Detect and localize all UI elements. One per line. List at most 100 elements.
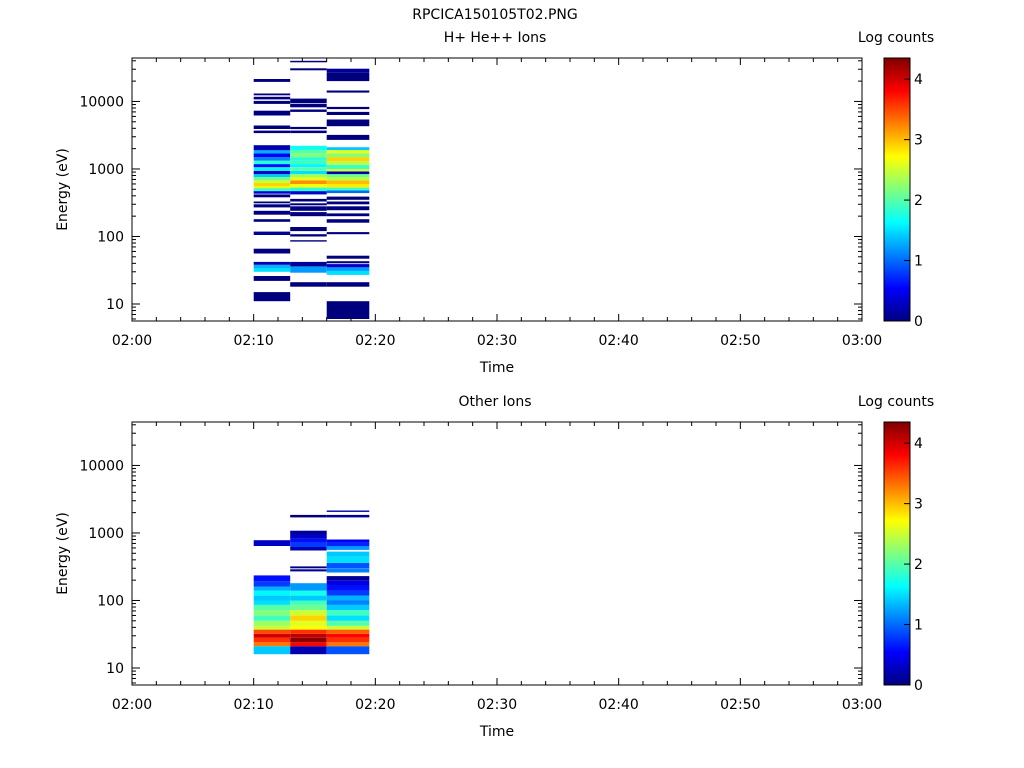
heatmap-cell (253, 642, 291, 647)
heatmap-cell (326, 556, 370, 563)
colorbar: Log counts 0 1 2 3 4 (858, 30, 934, 330)
heatmap-cell (290, 234, 327, 237)
heatmap-cell (290, 98, 327, 104)
heatmap-cell (290, 160, 327, 165)
heatmap-cell (326, 68, 370, 73)
colorbar-tick-label: 4 (914, 72, 923, 88)
heatmap-cell (253, 100, 291, 104)
heatmap-cell (253, 150, 291, 154)
colorbar-gradient (883, 57, 911, 322)
heatmap-cell (253, 157, 291, 161)
heatmap-cell (290, 530, 327, 535)
heatmap-cell (290, 170, 327, 175)
x-tick-label: 02:00 (112, 333, 152, 349)
heatmap-cell (326, 111, 370, 115)
heatmap-cell (326, 562, 370, 569)
heatmap-cell (326, 177, 370, 181)
heatmap-cell (253, 153, 291, 158)
heatmap-cell (290, 633, 327, 638)
heatmap-cell (253, 167, 291, 171)
heatmap-cell (253, 177, 291, 181)
heatmap-cell (290, 569, 327, 572)
heatmap-cell (290, 615, 327, 621)
heatmap-cell (290, 68, 327, 71)
colorbar-gradient (883, 421, 911, 686)
heatmap-cell (290, 206, 327, 211)
heatmap-cell (326, 180, 370, 184)
colorbar-tick-label: 1 (914, 254, 923, 270)
x-tick-label: 02:20 (355, 333, 395, 349)
y-tick-label: 1000 (88, 162, 124, 178)
heatmap-cell (290, 164, 327, 168)
colorbar-tick-label: 3 (914, 133, 923, 149)
x-tick-label: 02:40 (598, 333, 638, 349)
heatmap-cell (290, 629, 327, 634)
heatmap-cell (253, 164, 291, 168)
heatmap-cell (326, 542, 370, 547)
heatmap-cell (326, 551, 370, 557)
heatmap-cell (290, 604, 327, 611)
heatmap-cell (253, 633, 291, 638)
heatmap-cell (326, 633, 370, 638)
heatmap-cell (253, 174, 291, 177)
colorbar-tick-label: 2 (914, 557, 923, 573)
heatmap-cell (326, 174, 370, 177)
heatmap-cell (326, 301, 370, 319)
heatmap-cell (326, 261, 370, 264)
heatmap-cell (253, 264, 291, 269)
x-axis-label: Time (479, 360, 514, 376)
heatmap-cell (326, 610, 370, 616)
heatmap-cell (253, 210, 291, 215)
heatmap-cell (326, 584, 370, 591)
heatmap-cell (290, 538, 327, 543)
x-axis-label: Time (479, 724, 514, 740)
colorbar-label: Log counts (858, 394, 934, 410)
heatmap-cell (326, 646, 370, 655)
heatmap-cell (326, 183, 370, 188)
heatmap-cell (253, 79, 291, 82)
spectrogram-panel: Other Ions 02:00 02:10 02:20 02:30 02:40 02:50… (55, 394, 934, 740)
heatmap-cell (326, 157, 370, 162)
heatmap-cell (253, 586, 291, 591)
heatmap-cell (326, 264, 370, 268)
heatmap-cell (326, 90, 370, 93)
plot-frame (131, 57, 863, 322)
heatmap-cell (253, 188, 291, 192)
heatmap-cell (326, 187, 370, 191)
heatmap-cell (253, 590, 291, 596)
heatmap-cell (326, 169, 370, 172)
x-tick-label: 02:30 (477, 697, 517, 713)
heatmap-cell (253, 595, 291, 601)
heatmap-cell (290, 646, 327, 655)
heatmap-cell (253, 276, 291, 281)
heatmap-cell (253, 186, 291, 189)
heatmap-cell (290, 637, 327, 643)
heatmap-cell (326, 510, 370, 512)
heatmap-cell (290, 212, 327, 217)
heatmap-cells (253, 60, 370, 319)
plot-frame (131, 421, 863, 686)
heatmap-cell (326, 576, 370, 581)
heatmap-cell (290, 150, 327, 154)
heatmap-cell (253, 610, 291, 616)
colorbar: Log counts 0 1 2 3 4 (858, 394, 934, 694)
heatmap-cell (253, 581, 291, 587)
heatmap-cell (253, 540, 291, 546)
heatmap-cell (253, 201, 291, 204)
heatmap-cell (253, 629, 291, 634)
heatmap-cell (253, 170, 291, 175)
heatmap-cell (326, 206, 370, 211)
heatmap-cell (253, 191, 291, 194)
heatmap-cell (253, 231, 291, 235)
panel-title: H+ He++ Ions (444, 30, 547, 46)
heatmap-cell (253, 620, 291, 626)
colorbar-tick-label: 0 (914, 314, 923, 330)
heatmap-cell (290, 145, 327, 151)
panel-title: Other Ions (458, 394, 531, 410)
heatmap-cell (253, 292, 291, 302)
heatmap-cell (326, 642, 370, 647)
heatmap-cell (326, 568, 370, 573)
heatmap-cell (326, 600, 370, 605)
heatmap-cell (290, 187, 327, 192)
